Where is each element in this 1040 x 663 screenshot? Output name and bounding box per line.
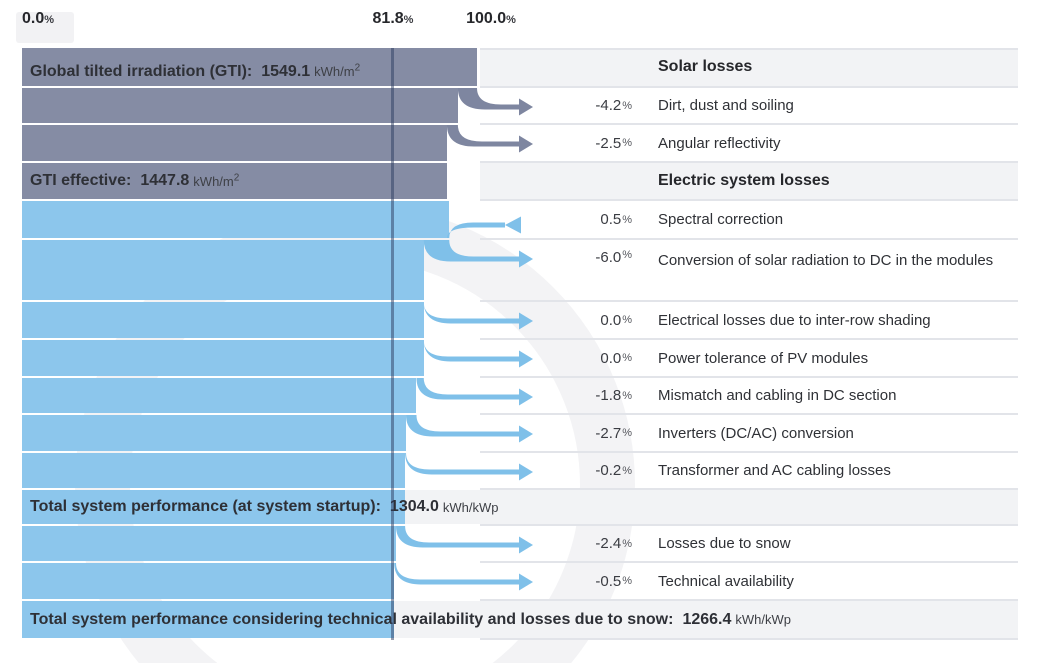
loss-row: -2.4% Losses due to snow <box>0 526 1018 561</box>
loss-row: 0.0% Electrical losses due to inter-row s… <box>0 302 1018 338</box>
loss-row: -1.8% Mismatch and cabling in DC section <box>0 378 1018 413</box>
energy-level-bar <box>22 201 450 238</box>
loss-percent: 0.0% <box>600 311 632 329</box>
loss-description: Electrical losses due to inter-row shadi… <box>658 311 931 329</box>
row-background <box>480 48 1018 86</box>
energy-level-bar <box>22 526 396 561</box>
row-separator <box>480 599 1018 601</box>
loss-percent: 0.0% <box>600 349 632 367</box>
level-row: Total system performance considering tec… <box>0 601 1018 638</box>
loss-percent: -4.2% <box>595 97 632 114</box>
section-header: Solar losses <box>658 58 753 75</box>
loss-row: -0.2% Transformer and AC cabling losses <box>0 453 1018 488</box>
watermark-patch <box>16 12 74 43</box>
energy-level-bar <box>22 163 447 199</box>
loss-percent: -0.5% <box>595 572 632 590</box>
loss-percent: -2.4% <box>595 535 632 552</box>
axis-tick-0.0: 0.0% <box>22 10 55 27</box>
level-row: Total system performance (at system star… <box>0 490 1018 524</box>
loss-description: Mismatch and cabling in DC section <box>658 387 897 404</box>
loss-row: -4.2% Dirt, dust and soiling <box>0 88 1018 123</box>
row-separator <box>480 338 1018 340</box>
loss-row: -0.5% Technical availability <box>0 563 1018 599</box>
energy-level-bar <box>22 601 395 638</box>
axis-tick-100.0: 100.0% <box>466 10 516 27</box>
loss-description: Angular reflectivity <box>658 134 781 152</box>
loss-row: -2.7% Inverters (DC/AC) conversion <box>0 415 1018 451</box>
row-separator <box>480 48 1018 50</box>
row-background <box>480 163 1018 199</box>
loss-percent: -1.8% <box>595 387 632 404</box>
loss-percent: 0.5% <box>600 211 632 228</box>
loss-percent: -2.7% <box>595 424 632 442</box>
energy-level-bar <box>22 88 458 123</box>
energy-level-bar <box>22 48 477 86</box>
row-separator <box>480 300 1018 302</box>
row-background <box>300 601 1018 638</box>
energy-level-bar <box>22 490 406 524</box>
axis-tick-81.8: 81.8% <box>372 10 414 27</box>
energy-level-bar <box>22 563 395 599</box>
loss-row: -2.5% Angular reflectivity <box>0 125 1018 161</box>
energy-level-bar <box>22 302 424 338</box>
energy-level-bar <box>22 340 424 376</box>
bar-label: GTI effective: 1447.8 kWh/m2 <box>30 172 240 189</box>
loss-percent: -6.0% <box>595 249 632 266</box>
loss-description: Losses due to snow <box>658 535 791 552</box>
loss-row: -6.0% Conversion of solar radiation to DC… <box>0 240 1018 300</box>
row-separator <box>480 451 1018 453</box>
energy-level-bar <box>22 415 407 451</box>
row-separator <box>480 376 1018 378</box>
row-separator <box>480 161 1018 163</box>
row-background <box>300 490 1018 524</box>
loss-description: Spectral correction <box>658 211 784 228</box>
loss-description: Conversion of solar radiation to DC in t… <box>658 252 994 269</box>
loss-description: Technical availability <box>658 572 794 590</box>
energy-level-bar <box>22 125 447 161</box>
level-row: Global tilted irradiation (GTI): 1549.1 kW… <box>0 48 1018 86</box>
bar-label: Total system performance considering tec… <box>30 610 791 628</box>
section-header: Electric system losses <box>658 172 830 189</box>
row-separator <box>480 123 1018 125</box>
loss-percent: -2.5% <box>595 134 632 152</box>
bar-label: Global tilted irradiation (GTI): 1549.1 kW… <box>30 62 361 80</box>
loss-row: 0.0% Power tolerance of PV modules <box>0 340 1018 376</box>
loss-description: Transformer and AC cabling losses <box>658 462 891 479</box>
energy-level-bar <box>22 378 417 413</box>
energy-level-bar <box>22 240 424 300</box>
row-separator <box>480 413 1018 415</box>
row-separator <box>480 488 1018 490</box>
row-separator <box>480 638 1018 640</box>
loss-description: Inverters (DC/AC) conversion <box>658 424 854 442</box>
row-separator <box>480 86 1018 88</box>
row-separator <box>480 238 1018 240</box>
final-performance-marker-line <box>391 48 395 640</box>
energy-level-bar <box>22 453 406 488</box>
row-separator <box>480 524 1018 526</box>
row-separator <box>480 561 1018 563</box>
level-row: GTI effective: 1447.8 kWh/m2 Electric syste… <box>0 163 1018 199</box>
loss-description: Dirt, dust and soiling <box>658 97 794 114</box>
loss-row: 0.5% Spectral correction <box>0 201 1018 238</box>
loss-percent: -0.2% <box>595 462 632 479</box>
row-separator <box>480 199 1018 201</box>
loss-description: Power tolerance of PV modules <box>658 349 869 367</box>
bar-label: Total system performance (at system star… <box>30 498 499 515</box>
